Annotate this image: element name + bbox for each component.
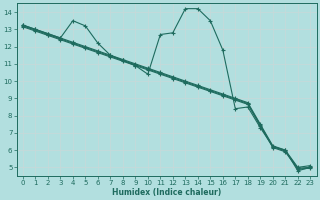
X-axis label: Humidex (Indice chaleur): Humidex (Indice chaleur) <box>112 188 221 197</box>
